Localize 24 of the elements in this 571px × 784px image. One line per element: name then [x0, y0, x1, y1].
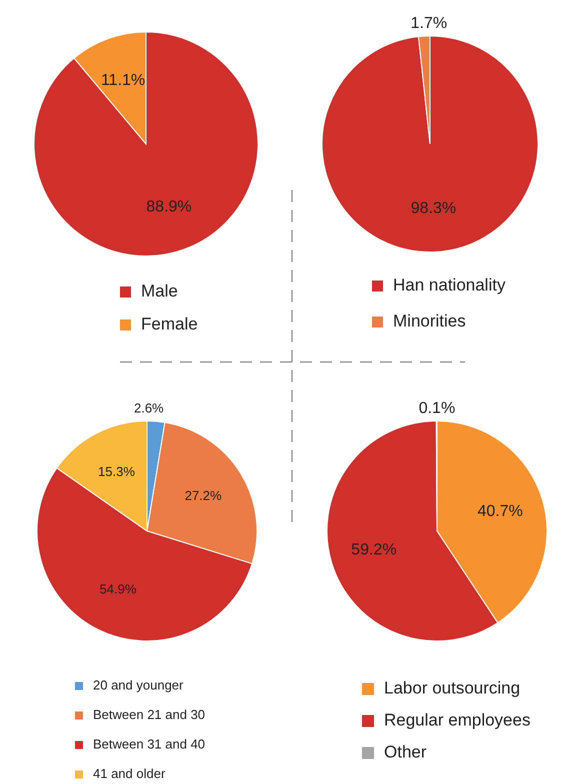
data-label: 2.6%	[134, 400, 164, 416]
data-label: 59.2%	[351, 541, 397, 558]
data-label: 11.1%	[100, 72, 146, 90]
pie-slice	[322, 36, 538, 252]
legend-label: Between 31 and 40	[93, 736, 206, 752]
data-label: 54.9%	[100, 582, 137, 597]
legend-label: Labor outsourcing	[384, 678, 520, 698]
data-label: 98.3%	[410, 200, 456, 217]
data-label: 15.3%	[98, 464, 136, 479]
data-label: 0.1%	[418, 400, 456, 418]
legend-label: Minorities	[393, 311, 466, 330]
legend-label: 41 and older	[93, 766, 166, 781]
legend-label: Male	[141, 281, 178, 300]
legend-label: Between 21 and 30	[93, 706, 206, 722]
legend-label: Regular employees	[384, 710, 530, 730]
data-label: 88.9%	[146, 198, 192, 216]
legend-label: 20 and younger	[93, 677, 184, 692]
data-label: 1.7%	[410, 15, 448, 32]
data-label: 40.7%	[478, 503, 523, 520]
legend-label: Other	[384, 742, 427, 762]
legend-label: Female	[141, 314, 198, 334]
data-label: 27.2%	[184, 488, 222, 503]
legend-label: Han nationality	[393, 275, 506, 294]
pie-slice	[34, 32, 258, 256]
